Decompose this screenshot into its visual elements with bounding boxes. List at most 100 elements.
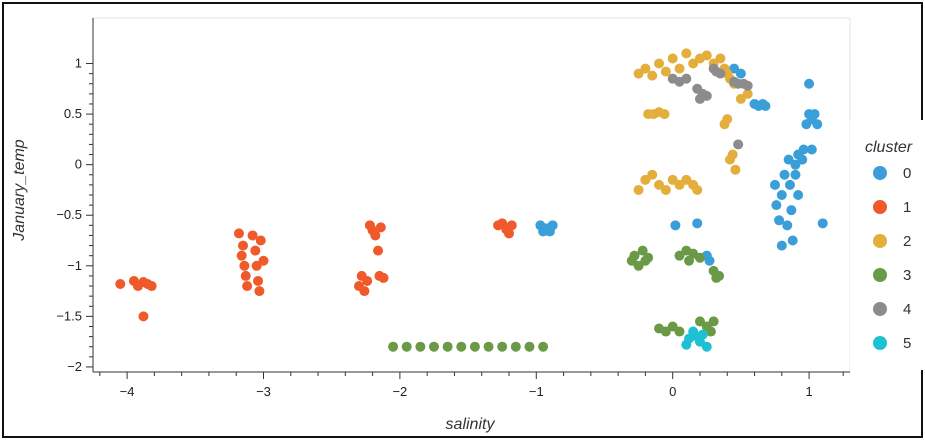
data-point-cluster-3 <box>674 250 685 261</box>
x-tick-label: 0 <box>669 384 676 399</box>
data-point-cluster-0 <box>798 144 809 155</box>
data-point-cluster-1 <box>504 228 515 239</box>
data-point-cluster-2 <box>674 179 685 190</box>
data-point-cluster-2 <box>660 184 671 195</box>
legend-label-cluster-5: 5 <box>903 335 911 352</box>
data-point-cluster-2 <box>692 184 703 195</box>
y-tick-label: −2 <box>67 359 82 374</box>
data-point-cluster-1 <box>255 235 266 246</box>
data-point-cluster-1 <box>254 286 265 297</box>
data-point-cluster-2 <box>688 58 699 69</box>
data-point-cluster-0 <box>806 144 817 155</box>
data-point-cluster-2 <box>654 58 665 69</box>
legend-marker-cluster-2 <box>873 234 887 248</box>
data-point-cluster-2 <box>722 114 733 125</box>
data-point-cluster-0 <box>704 255 715 266</box>
data-point-cluster-0 <box>797 154 808 165</box>
data-point-cluster-2 <box>667 174 678 185</box>
x-tick-label: −1 <box>529 384 544 399</box>
y-tick-label: −0.5 <box>56 207 82 222</box>
data-point-cluster-3 <box>633 260 644 271</box>
data-point-cluster-0 <box>782 220 793 231</box>
x-tick-label: 1 <box>805 384 812 399</box>
data-point-cluster-3 <box>415 341 426 352</box>
data-point-cluster-5 <box>697 329 708 340</box>
data-point-cluster-3 <box>694 252 705 263</box>
data-point-cluster-0 <box>787 235 798 246</box>
axes: −2 −1.5 −1 −0.5 0 0.5 1 −4 −3 −2 −1 0 1 <box>56 18 850 399</box>
data-point-cluster-3 <box>694 316 705 327</box>
legend-label-cluster-4: 4 <box>903 301 911 318</box>
data-point-cluster-0 <box>729 63 740 74</box>
data-point-cluster-2 <box>735 93 746 104</box>
data-point-cluster-2 <box>660 66 671 77</box>
data-point-cluster-1 <box>375 222 386 233</box>
data-point-cluster-0 <box>544 226 555 237</box>
data-point-cluster-3 <box>629 250 640 261</box>
x-tick-label: −3 <box>256 384 271 399</box>
legend-marker-cluster-5 <box>873 336 887 350</box>
data-point-cluster-1 <box>138 311 149 322</box>
data-point-cluster-0 <box>771 200 782 211</box>
data-point-cluster-0 <box>804 78 815 89</box>
data-point-cluster-3 <box>714 270 725 281</box>
legend-label-cluster-2: 2 <box>903 233 911 250</box>
data-point-cluster-0 <box>776 190 787 200</box>
y-tick-label: 0 <box>75 157 82 172</box>
data-point-cluster-3 <box>705 326 716 337</box>
data-point-cluster-0 <box>776 240 787 251</box>
y-tick-label: −1.5 <box>56 308 82 323</box>
data-point-cluster-5 <box>701 341 712 352</box>
data-point-cluster-0 <box>790 169 801 180</box>
legend-marker-cluster-3 <box>873 268 887 282</box>
data-point-cluster-3 <box>510 341 521 352</box>
data-point-cluster-4 <box>701 90 712 101</box>
data-point-cluster-1 <box>378 272 389 283</box>
legend-label-cluster-3: 3 <box>903 267 911 284</box>
data-point-cluster-3 <box>538 341 549 352</box>
data-points <box>115 48 828 352</box>
y-tick-label: 0.5 <box>64 106 82 121</box>
data-point-cluster-4 <box>681 73 692 84</box>
legend-marker-cluster-4 <box>873 302 887 316</box>
data-point-cluster-2 <box>742 88 753 99</box>
y-tick-label: −1 <box>67 258 82 273</box>
data-point-cluster-1 <box>253 275 264 286</box>
data-point-cluster-0 <box>760 100 771 111</box>
data-point-cluster-2 <box>633 68 644 79</box>
data-point-cluster-0 <box>769 179 780 190</box>
data-point-cluster-2 <box>640 63 651 74</box>
data-point-cluster-1 <box>251 260 262 271</box>
data-point-cluster-0 <box>774 215 785 226</box>
data-point-cluster-1 <box>240 270 251 281</box>
data-point-cluster-2 <box>715 53 726 64</box>
data-point-cluster-0 <box>783 154 794 165</box>
data-point-cluster-3 <box>401 341 412 352</box>
data-point-cluster-0 <box>692 218 703 229</box>
data-point-cluster-1 <box>115 279 126 290</box>
data-point-cluster-1 <box>236 250 247 261</box>
data-point-cluster-0 <box>786 205 797 216</box>
legend-marker-cluster-1 <box>873 200 887 214</box>
y-axis-title: January_temp <box>11 139 28 241</box>
data-point-cluster-0 <box>735 68 746 79</box>
data-point-cluster-2 <box>667 53 678 64</box>
data-point-cluster-4 <box>742 80 753 91</box>
data-point-cluster-2 <box>681 48 692 59</box>
legend-title: cluster <box>865 139 913 156</box>
data-point-cluster-0 <box>779 169 790 180</box>
data-point-cluster-1 <box>362 275 373 286</box>
data-point-cluster-0 <box>784 179 795 190</box>
data-point-cluster-0 <box>793 190 804 200</box>
data-point-cluster-2 <box>659 109 670 120</box>
data-point-cluster-3 <box>469 341 480 352</box>
data-point-cluster-3 <box>483 341 494 352</box>
legend-label-cluster-0: 0 <box>903 165 911 182</box>
data-point-cluster-0 <box>817 218 828 229</box>
data-point-cluster-1 <box>359 286 370 297</box>
data-point-cluster-3 <box>497 341 508 352</box>
data-point-cluster-0 <box>790 159 801 170</box>
legend-label-cluster-1: 1 <box>903 199 911 216</box>
data-point-cluster-1 <box>238 240 249 251</box>
